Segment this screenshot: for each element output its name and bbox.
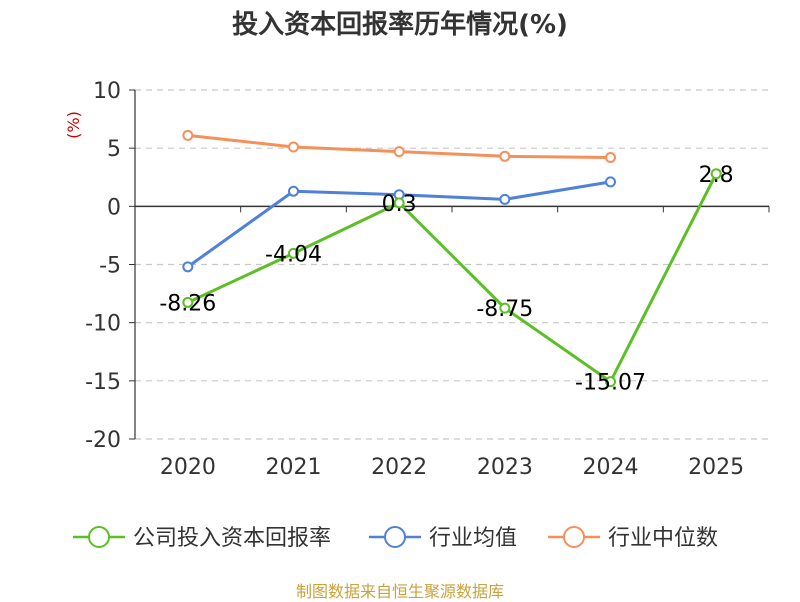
- series-0-point-5: [710, 168, 722, 180]
- label-layer: -8.26 -4.04 0.3 -8.75 -15.07 2.8: [159, 163, 733, 396]
- y-tick-label-5: -15: [85, 370, 121, 395]
- series-0-point-2: [393, 197, 405, 209]
- series-1-point-4: [605, 176, 616, 188]
- legend-label-1: 行业均值: [429, 526, 517, 551]
- series-0-point-3: [499, 302, 511, 314]
- series-2-point-2: [393, 146, 405, 158]
- series-0-point-4: [605, 376, 616, 388]
- grid-layer: [135, 89, 769, 440]
- series-1-point-1: [288, 185, 299, 197]
- legend-swatch-marker-0: [88, 526, 110, 548]
- data-label-5: 2.8: [699, 163, 734, 188]
- x-tick-label-5: 2025: [688, 455, 744, 480]
- series-layer: [182, 129, 722, 388]
- y-tick-label-2: 0: [107, 195, 121, 220]
- data-label-1: -4.04: [265, 242, 322, 267]
- x-tick-label-1: 2021: [266, 455, 322, 480]
- series-0-point-1: [288, 247, 299, 259]
- data-label-3: -8.75: [476, 297, 533, 322]
- legend-label-2: 行业中位数: [608, 526, 718, 551]
- legend-layer: 公司投入资本回报率 行业均值 行业中位数: [73, 526, 718, 551]
- y-tick-label-1: 5: [107, 137, 121, 162]
- x-tick-label-3: 2023: [477, 455, 533, 480]
- series-2-point-3: [499, 150, 511, 162]
- series-2-point-1: [288, 141, 299, 153]
- legend-label-0: 公司投入资本回报率: [133, 526, 331, 551]
- axis-layer: 10 5 0 -5 -10 -15 -20 2020 2021 2022 2023 2024 2025 (…: [64, 79, 770, 480]
- y-tick-label-3: -5: [99, 254, 121, 279]
- x-tick-label-2: 2022: [371, 455, 427, 480]
- data-label-4: -15.07: [575, 371, 646, 396]
- series-1-point-0: [182, 261, 194, 273]
- y-tick-label-4: -10: [85, 312, 121, 337]
- series-0-point-0: [182, 296, 194, 308]
- series-2-point-4: [605, 151, 616, 163]
- x-tick-label-4: 2024: [583, 455, 639, 480]
- x-tick-label-0: 2020: [160, 455, 216, 480]
- data-label-0: -8.26: [159, 291, 216, 316]
- y-tick-label-0: 10: [93, 79, 121, 104]
- series-2-point-0: [182, 129, 194, 141]
- data-label-2: 0.3: [382, 192, 417, 217]
- legend-swatch-marker-2: [563, 526, 585, 548]
- series-1-point-3: [499, 193, 511, 205]
- source-note: 制图数据来自恒生聚源数据库: [295, 582, 504, 601]
- y-axis-label: (%): [64, 111, 83, 139]
- series-line-0: [187, 173, 718, 384]
- chart-title: 投入资本回报率历年情况(%): [232, 10, 568, 40]
- y-tick-label-6: -20: [85, 428, 121, 453]
- legend-swatch-marker-1: [384, 526, 406, 548]
